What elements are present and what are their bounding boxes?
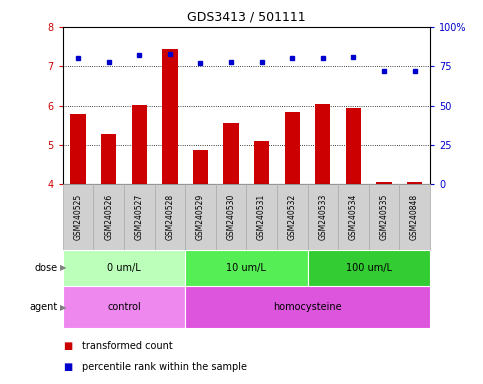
Bar	[308, 250, 430, 286]
Bar	[185, 286, 430, 328]
Bar	[101, 134, 116, 184]
Bar	[162, 48, 177, 184]
Bar	[216, 184, 246, 250]
Bar	[131, 105, 147, 184]
Bar	[124, 184, 155, 250]
Bar	[63, 286, 185, 328]
Text: ▶: ▶	[60, 303, 67, 312]
Text: control: control	[107, 302, 141, 312]
Text: homocysteine: homocysteine	[273, 302, 342, 312]
Bar	[315, 104, 330, 184]
Bar	[254, 141, 270, 184]
Text: dose: dose	[35, 263, 58, 273]
Bar	[71, 114, 86, 184]
Bar	[277, 184, 308, 250]
Text: ▶: ▶	[60, 263, 67, 272]
Text: ■: ■	[63, 362, 72, 372]
Text: GSM240531: GSM240531	[257, 194, 266, 240]
Bar	[185, 184, 216, 250]
Text: 100 um/L: 100 um/L	[346, 263, 392, 273]
Bar	[346, 108, 361, 184]
Text: GSM240530: GSM240530	[227, 194, 236, 240]
Text: GSM240533: GSM240533	[318, 194, 327, 240]
Text: 10 um/L: 10 um/L	[227, 263, 266, 273]
Text: GSM240848: GSM240848	[410, 194, 419, 240]
Bar	[399, 184, 430, 250]
Bar	[338, 184, 369, 250]
Bar	[185, 250, 308, 286]
Bar	[93, 184, 124, 250]
Text: GSM240528: GSM240528	[165, 194, 174, 240]
Text: agent: agent	[30, 302, 58, 312]
Bar	[246, 184, 277, 250]
Text: ■: ■	[63, 341, 72, 351]
Bar	[193, 150, 208, 184]
Text: GSM240534: GSM240534	[349, 194, 358, 240]
Bar	[284, 111, 300, 184]
Text: GSM240529: GSM240529	[196, 194, 205, 240]
Bar	[63, 250, 185, 286]
Text: transformed count: transformed count	[82, 341, 173, 351]
Bar	[376, 182, 392, 184]
Text: GSM240525: GSM240525	[73, 194, 83, 240]
Bar	[308, 184, 338, 250]
Text: GSM240526: GSM240526	[104, 194, 113, 240]
Text: GSM240535: GSM240535	[380, 194, 388, 240]
Text: percentile rank within the sample: percentile rank within the sample	[82, 362, 247, 372]
Text: GSM240532: GSM240532	[288, 194, 297, 240]
Bar	[369, 184, 399, 250]
Bar	[407, 182, 422, 184]
Text: GDS3413 / 501111: GDS3413 / 501111	[187, 10, 306, 23]
Bar	[223, 123, 239, 184]
Bar	[63, 184, 93, 250]
Text: GSM240527: GSM240527	[135, 194, 144, 240]
Bar	[155, 184, 185, 250]
Text: 0 um/L: 0 um/L	[107, 263, 141, 273]
